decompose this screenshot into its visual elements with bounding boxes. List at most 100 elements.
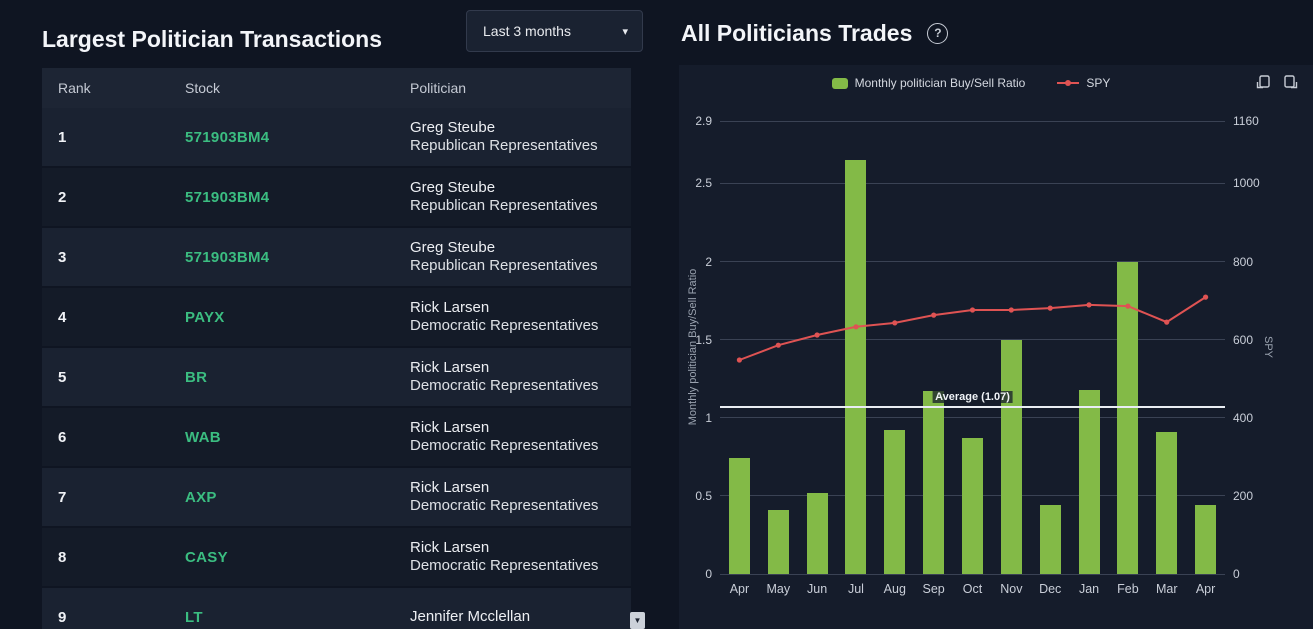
buy-sell-bar[interactable] bbox=[1078, 389, 1100, 574]
chart-toolbar bbox=[1253, 72, 1301, 92]
politician-party: Republican Representatives bbox=[410, 137, 598, 154]
trades-title: All Politicians Trades bbox=[681, 19, 913, 46]
right-axis-tick: 1160 bbox=[1233, 114, 1259, 128]
stock-ticker[interactable]: AXP bbox=[185, 488, 217, 506]
rank-cell: 9 bbox=[58, 608, 67, 626]
buy-sell-bar[interactable] bbox=[845, 160, 867, 574]
politician-name: Rick Larsen bbox=[410, 419, 490, 436]
right-axis-tick: 600 bbox=[1233, 332, 1254, 347]
table-row[interactable]: 2 571903BM4 Greg Steube Republican Repre… bbox=[42, 168, 631, 228]
gridline bbox=[720, 573, 1225, 575]
politician-name: Greg Steube bbox=[410, 119, 496, 136]
gridline bbox=[720, 339, 1225, 341]
column-header-politician: Politician bbox=[410, 80, 467, 96]
buy-sell-bar[interactable] bbox=[1195, 505, 1217, 574]
bar-series-swatch-icon bbox=[831, 77, 848, 89]
stock-ticker[interactable]: WAB bbox=[185, 428, 221, 446]
left-axis-tick: 2.9 bbox=[695, 114, 712, 128]
export-chart-icon[interactable] bbox=[1281, 72, 1301, 92]
average-line bbox=[720, 406, 1225, 408]
copy-chart-icon[interactable] bbox=[1253, 72, 1273, 92]
x-axis-tick: Jan bbox=[1078, 582, 1100, 596]
plot-area: Average (1.07) bbox=[720, 120, 1225, 575]
stock-ticker[interactable]: PAYX bbox=[185, 308, 225, 326]
timeframe-dropdown[interactable]: Last 3 months ▾ bbox=[466, 10, 643, 52]
timeframe-value: Last 3 months bbox=[483, 23, 571, 39]
buy-sell-bar[interactable] bbox=[962, 438, 983, 574]
left-axis-tick: 1.5 bbox=[695, 332, 712, 347]
buy-sell-bar[interactable] bbox=[1039, 505, 1061, 574]
gridline bbox=[720, 417, 1225, 419]
stock-ticker[interactable]: BR bbox=[185, 368, 208, 386]
legend-item-buysell[interactable]: Monthly politician Buy/Sell Ratio bbox=[831, 76, 1026, 90]
politician-name: Rick Larsen bbox=[410, 539, 490, 556]
stock-ticker[interactable]: CASY bbox=[185, 548, 228, 566]
line-series-swatch-icon bbox=[1057, 78, 1080, 88]
rank-cell: 4 bbox=[58, 308, 67, 326]
stock-ticker[interactable]: 571903BM4 bbox=[185, 128, 270, 146]
buy-sell-bar[interactable] bbox=[1117, 261, 1139, 574]
help-icon[interactable]: ? bbox=[927, 22, 949, 44]
left-axis-tick: 2.5 bbox=[695, 176, 712, 191]
x-axis-tick: Mar bbox=[1155, 582, 1178, 596]
politician-party: Republican Representatives bbox=[410, 197, 598, 214]
rank-cell: 8 bbox=[58, 548, 67, 566]
politician-party: Democratic Representatives bbox=[410, 437, 599, 454]
politician-party: Democratic Representatives bbox=[410, 377, 599, 394]
average-label: Average (1.07) bbox=[932, 390, 1013, 403]
column-header-stock: Stock bbox=[185, 80, 221, 96]
politician-party: Democratic Representatives bbox=[410, 317, 599, 334]
rank-cell: 2 bbox=[58, 188, 67, 206]
legend-item-spy[interactable]: SPY bbox=[1057, 76, 1110, 90]
table-row[interactable]: 7 AXP Rick Larsen Democratic Representat… bbox=[42, 468, 631, 528]
left-axis-tick: 2 bbox=[705, 254, 712, 269]
table-header: Rank Stock Politician bbox=[42, 68, 631, 108]
scroll-down-button[interactable]: ▼ bbox=[630, 612, 645, 629]
transactions-title: Largest Politician Transactions bbox=[42, 26, 382, 52]
politician-name: Rick Larsen bbox=[410, 299, 490, 316]
right-axis-tick: 400 bbox=[1233, 410, 1254, 425]
x-axis-tick: Apr bbox=[729, 582, 750, 596]
table-row[interactable]: 8 CASY Rick Larsen Democratic Representa… bbox=[42, 528, 631, 588]
politician-party: Democratic Representatives bbox=[410, 497, 599, 514]
x-axis-tick: Dec bbox=[1039, 582, 1062, 596]
table-row[interactable]: 6 WAB Rick Larsen Democratic Representat… bbox=[42, 408, 631, 468]
table-row[interactable]: 4 PAYX Rick Larsen Democratic Representa… bbox=[42, 288, 631, 348]
table-row[interactable]: 3 571903BM4 Greg Steube Republican Repre… bbox=[42, 228, 631, 288]
transactions-table-body: 1 571903BM4 Greg Steube Republican Repre… bbox=[42, 108, 631, 629]
x-axis-tick: Sep bbox=[922, 582, 945, 596]
table-row[interactable]: 5 BR Rick Larsen Democratic Representati… bbox=[42, 348, 631, 408]
table-row[interactable]: 9 LT Jennifer Mcclellan bbox=[42, 588, 631, 629]
x-axis-tick: Feb bbox=[1117, 582, 1139, 596]
legend-label-buysell: Monthly politician Buy/Sell Ratio bbox=[854, 76, 1026, 90]
x-axis-tick: Nov bbox=[1000, 582, 1023, 596]
chevron-down-icon: ▾ bbox=[622, 25, 628, 38]
buy-sell-bar[interactable] bbox=[728, 458, 750, 574]
x-axis-tick: Jun bbox=[807, 582, 828, 596]
table-row[interactable]: 1 571903BM4 Greg Steube Republican Repre… bbox=[42, 108, 631, 168]
politician-name: Jennifer Mcclellan bbox=[410, 608, 531, 625]
gridline bbox=[720, 120, 1225, 122]
left-axis-tick: 0.5 bbox=[695, 488, 712, 503]
buy-sell-bar[interactable] bbox=[806, 492, 828, 574]
stock-ticker[interactable]: 571903BM4 bbox=[185, 248, 270, 266]
rank-cell: 6 bbox=[58, 428, 67, 446]
right-axis-tick: 800 bbox=[1233, 254, 1254, 269]
right-axis-tick: 0 bbox=[1233, 567, 1240, 581]
x-axis-tick: Aug bbox=[883, 582, 906, 596]
buy-sell-bar[interactable] bbox=[1156, 431, 1178, 574]
buy-sell-bar[interactable] bbox=[767, 509, 789, 574]
left-axis-tick: 0 bbox=[705, 567, 712, 581]
transactions-table: Rank Stock Politician 1 571903BM4 Greg S… bbox=[42, 68, 631, 629]
right-axis-tick: 1000 bbox=[1233, 176, 1260, 191]
buy-sell-bar[interactable] bbox=[1000, 339, 1022, 574]
buy-sell-bar[interactable] bbox=[923, 391, 945, 574]
politician-party: Republican Representatives bbox=[410, 257, 598, 274]
stock-ticker[interactable]: LT bbox=[185, 608, 203, 626]
stock-ticker[interactable]: 571903BM4 bbox=[185, 188, 270, 206]
buy-sell-bar[interactable] bbox=[884, 430, 906, 574]
rank-cell: 7 bbox=[58, 488, 67, 506]
right-axis-tick: 200 bbox=[1233, 488, 1254, 503]
legend-label-spy: SPY bbox=[1086, 76, 1111, 90]
